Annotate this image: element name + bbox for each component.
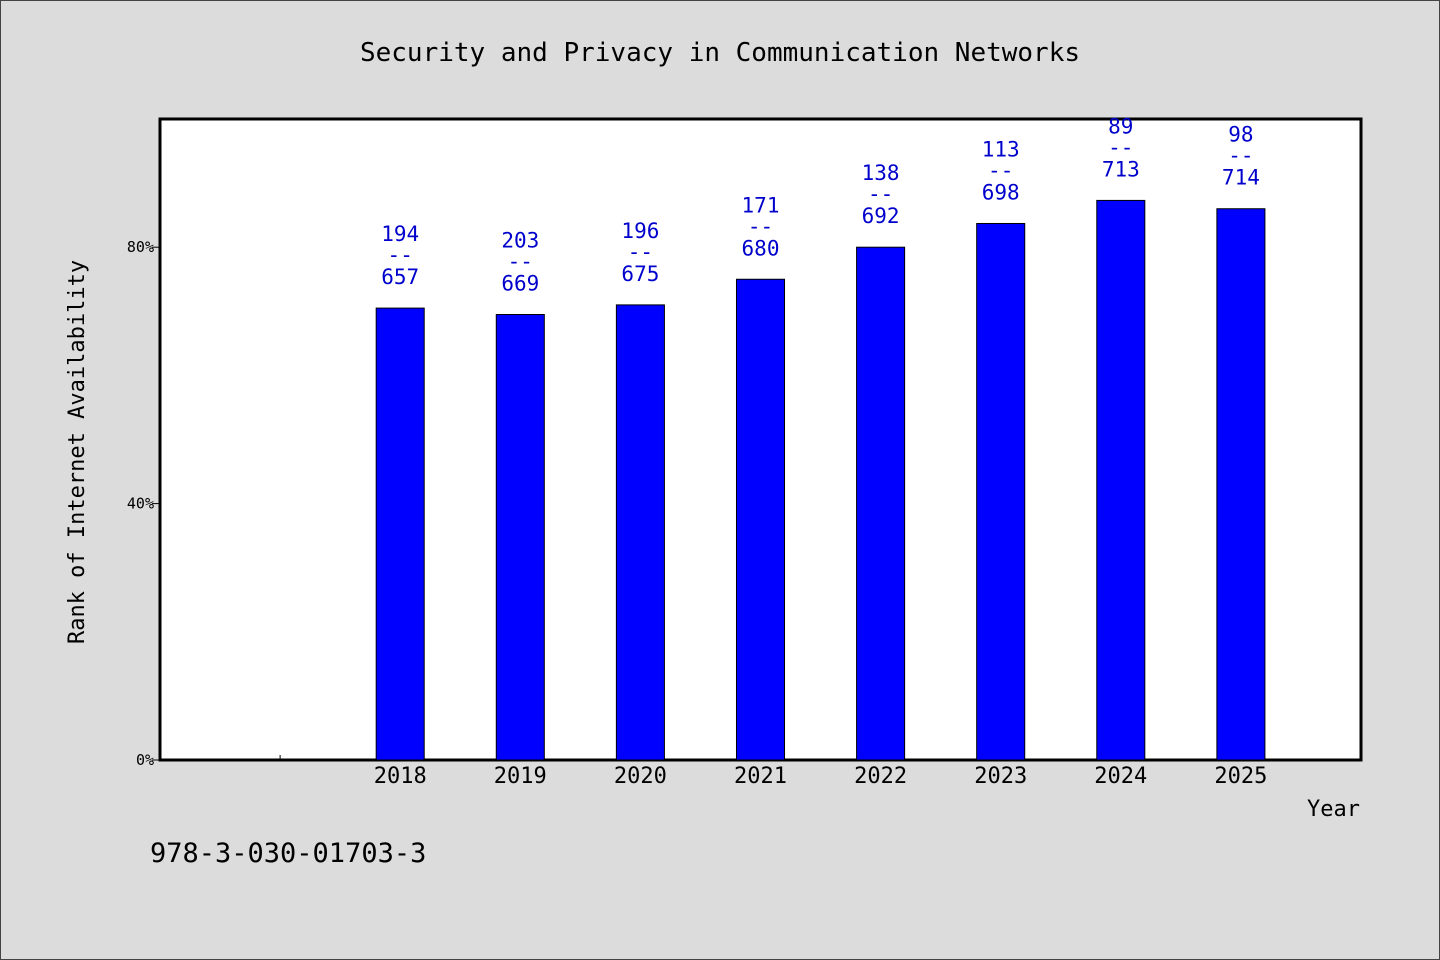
data-label-bottom: 713 — [1102, 157, 1140, 181]
data-label-top: 171 — [742, 193, 780, 217]
isbn-text: 978-3-030-01703-3 — [150, 838, 426, 869]
x-tick-label: 2024 — [1094, 764, 1147, 789]
data-label-separator: -- — [628, 240, 653, 264]
data-label-top: 196 — [621, 219, 659, 243]
x-tick-label: 2025 — [1214, 764, 1267, 789]
x-axis: 2018 2019 2020 2021 2022 2023 2024 2025 — [279, 755, 1267, 789]
data-label-top: 194 — [381, 222, 419, 246]
x-tick-label: 2020 — [614, 764, 667, 789]
data-label-separator: -- — [1228, 144, 1253, 168]
data-label-separator: -- — [988, 158, 1013, 182]
chart-title: Security and Privacy in Communication Ne… — [360, 38, 1080, 68]
x-tick-label: 2022 — [854, 764, 907, 789]
x-tick-label: 2021 — [734, 764, 787, 789]
data-label-top: 98 — [1228, 123, 1253, 147]
y-axis-label: Rank of Internet Availability — [65, 260, 90, 644]
data-label-bottom: 680 — [742, 236, 780, 260]
bar-2019 — [495, 314, 545, 761]
bar-2020 — [615, 304, 665, 761]
y-axis: 0% 40% 80% — [127, 238, 160, 769]
bar-2022 — [856, 246, 906, 761]
x-tick-label: 2018 — [374, 764, 427, 789]
x-axis-label: Year — [1307, 797, 1360, 822]
bar-2024 — [1096, 199, 1146, 761]
data-label-separator: -- — [388, 243, 413, 267]
y-tick-label: 40% — [127, 495, 154, 513]
data-label-bottom: 657 — [381, 265, 419, 289]
bar-series — [375, 199, 1266, 761]
bar-2021 — [735, 278, 786, 761]
data-label-bottom: 692 — [862, 204, 900, 228]
data-label-separator: -- — [508, 250, 533, 274]
bar-2023 — [976, 222, 1026, 761]
data-label-bottom: 698 — [982, 180, 1020, 204]
x-tick-label: 2019 — [494, 764, 547, 789]
data-label-top: 203 — [501, 229, 539, 253]
data-label-separator: -- — [748, 214, 773, 238]
data-label-bottom: 669 — [501, 272, 539, 296]
data-label-top: 113 — [982, 137, 1020, 161]
y-tick-label: 80% — [127, 238, 154, 256]
data-label-bottom: 714 — [1222, 166, 1260, 190]
bar-2018 — [375, 307, 425, 761]
data-label-separator: -- — [868, 182, 893, 206]
data-label-bottom: 675 — [621, 262, 659, 286]
data-label-top: 138 — [862, 161, 900, 185]
data-label-top: 89 — [1108, 114, 1133, 138]
data-labels: 194--657203--669196--675171--680138--692… — [381, 114, 1260, 295]
x-tick-label: 2023 — [974, 764, 1027, 789]
data-label-separator: -- — [1108, 135, 1133, 159]
y-tick-label: 0% — [136, 751, 154, 769]
bar-2025 — [1216, 208, 1266, 761]
